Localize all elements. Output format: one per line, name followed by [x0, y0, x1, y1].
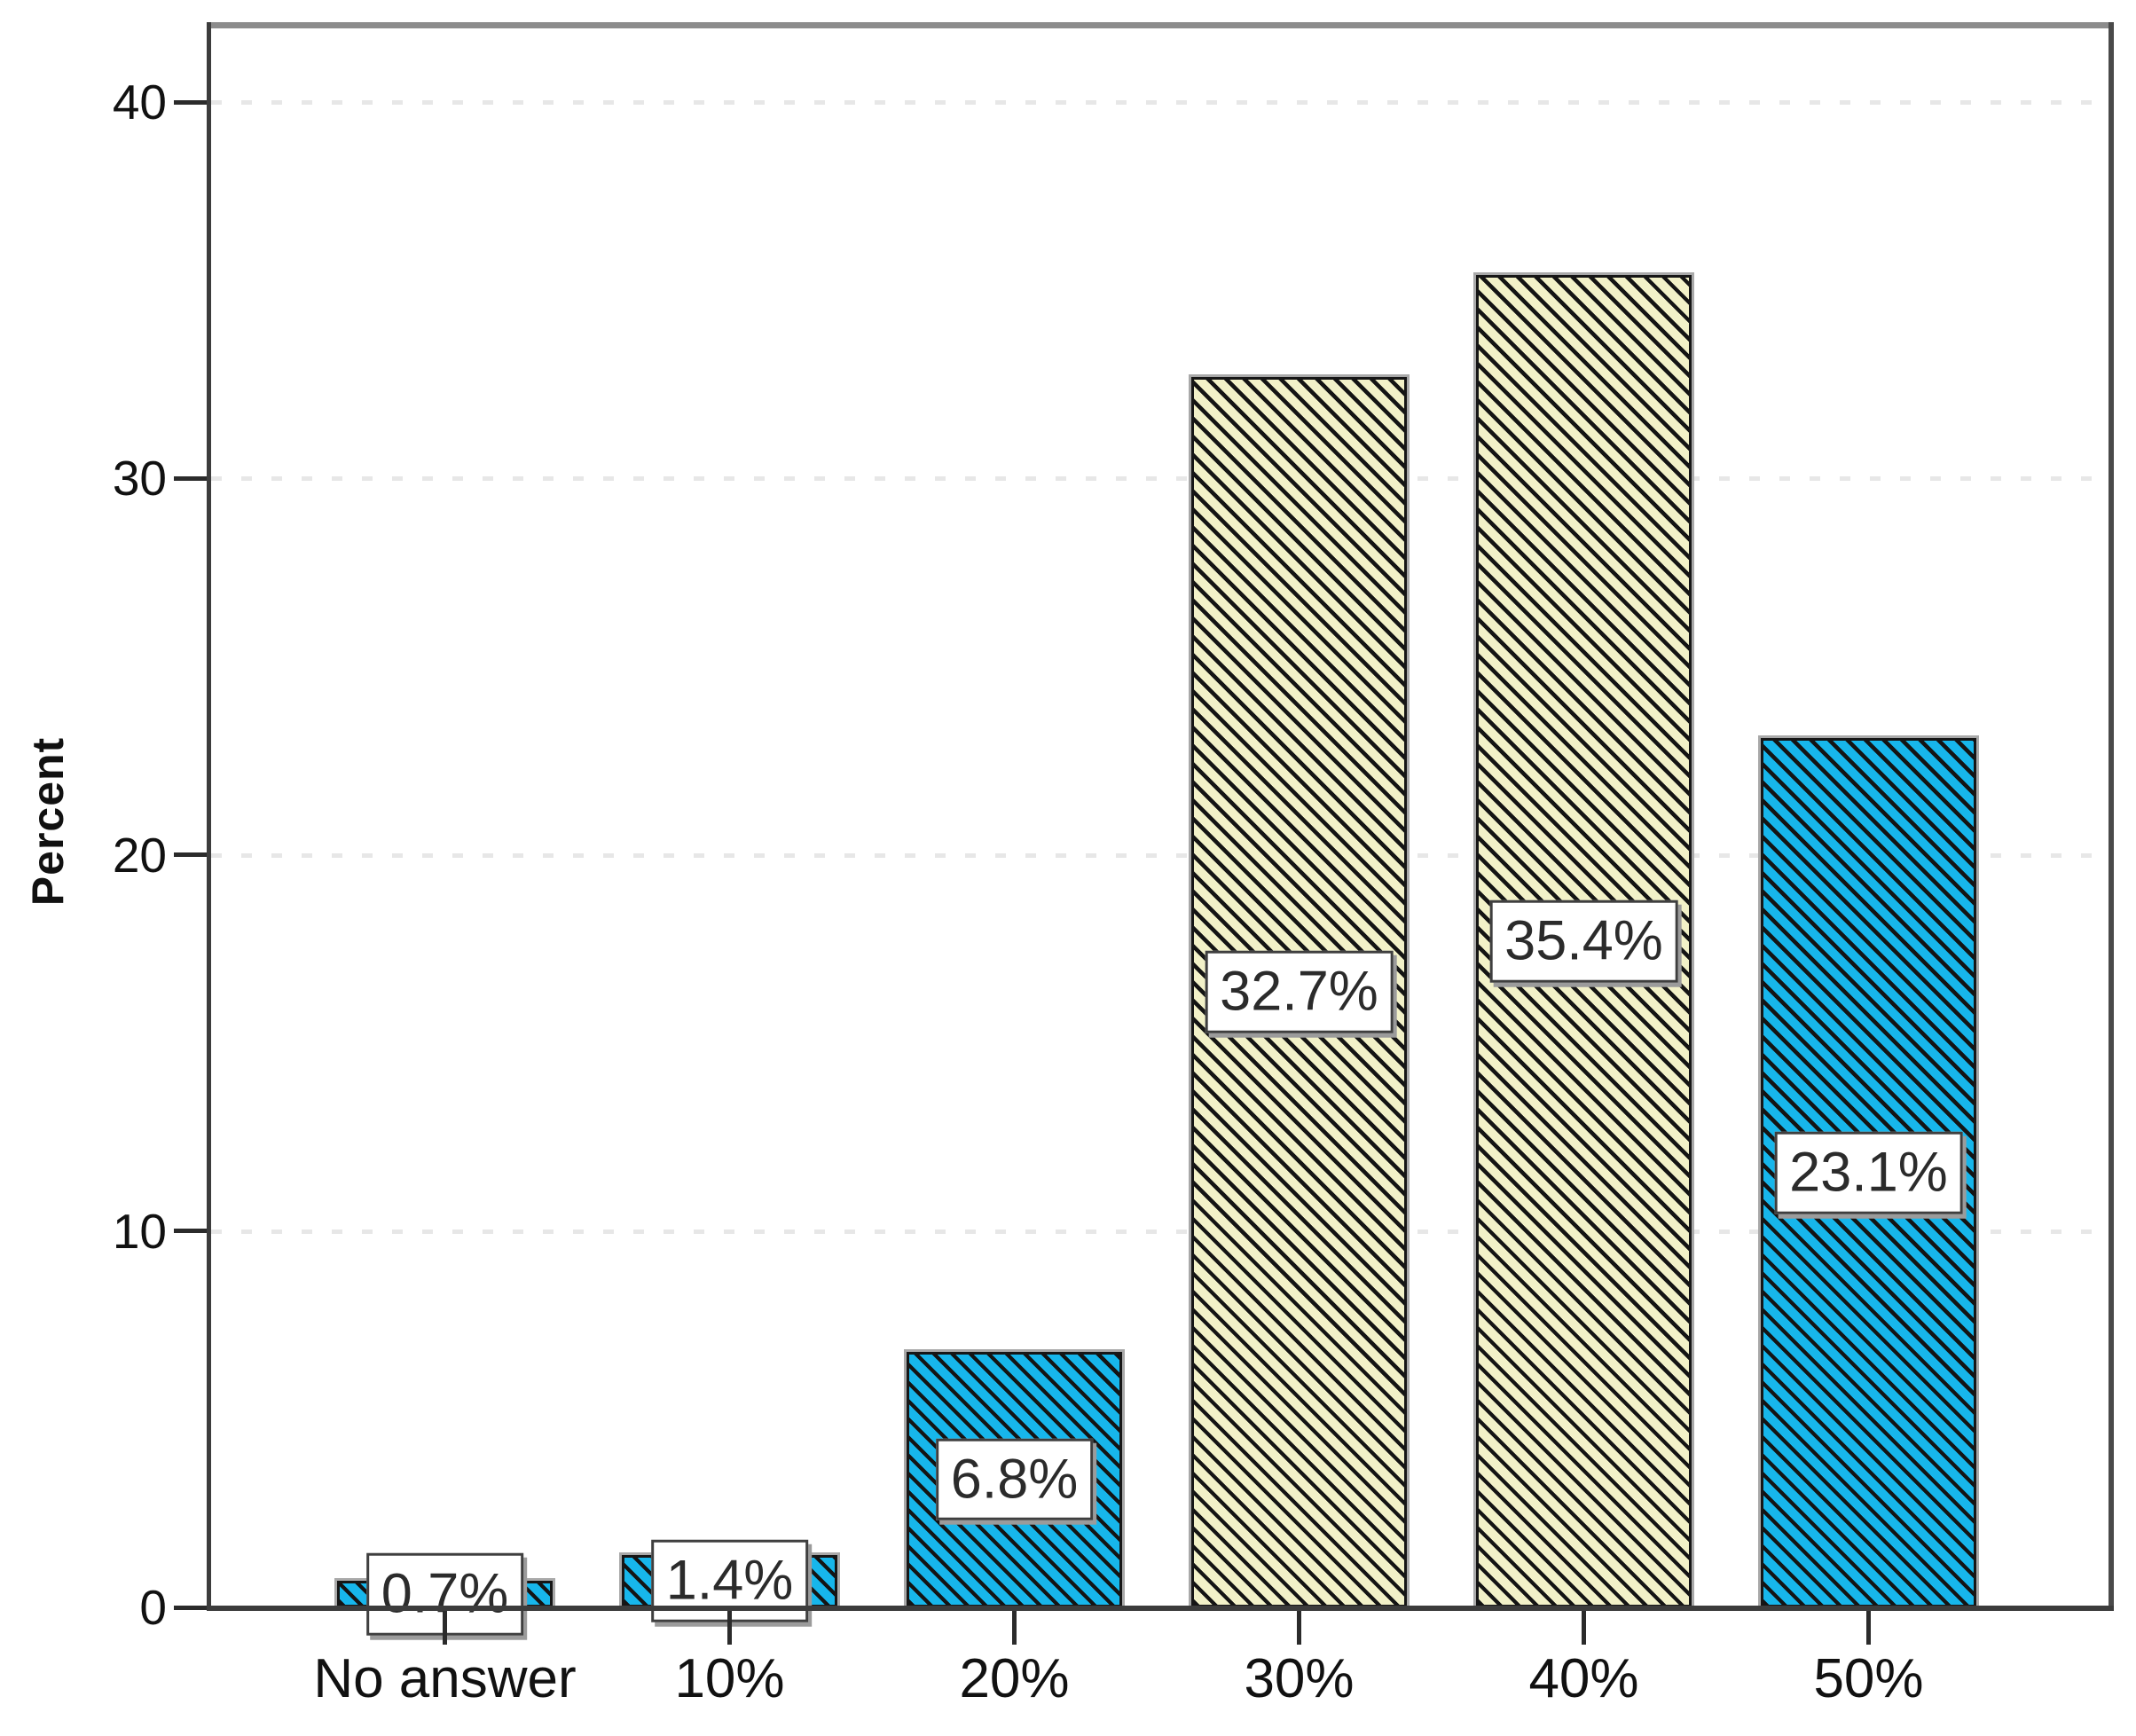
y-tick-label: 0 — [139, 1580, 167, 1635]
x-tick-mark — [443, 1611, 447, 1645]
gridline — [211, 476, 2104, 482]
gridline — [211, 852, 2104, 858]
y-tick-mark — [174, 475, 207, 481]
bar-value-label: 23.1% — [1774, 1131, 1963, 1214]
x-tick-mark — [1297, 1611, 1301, 1645]
y-tick-label: 40 — [112, 75, 167, 130]
x-category-label: 40% — [1528, 1648, 1639, 1709]
y-axis-line — [207, 22, 211, 1611]
x-tick-mark — [1012, 1611, 1017, 1645]
y-tick-mark — [174, 1605, 207, 1610]
bar-value-label: 32.7% — [1205, 951, 1394, 1033]
plot-frame-top — [207, 22, 2114, 28]
y-tick-label: 10 — [112, 1203, 167, 1259]
y-tick-label: 30 — [112, 451, 167, 507]
x-category-label: 20% — [959, 1648, 1070, 1709]
x-category-label: 30% — [1244, 1648, 1355, 1709]
x-tick-mark — [727, 1611, 732, 1645]
y-tick-mark — [174, 99, 207, 105]
bar-value-label: 35.4% — [1489, 899, 1678, 983]
x-tick-mark — [1582, 1611, 1586, 1645]
x-category-label: 10% — [674, 1648, 785, 1709]
x-tick-mark — [1866, 1611, 1871, 1645]
x-axis-line — [207, 1606, 2114, 1611]
x-category-label: 50% — [1813, 1648, 1924, 1709]
bar-value-label: 6.8% — [935, 1438, 1094, 1521]
y-tick-mark — [174, 1229, 207, 1234]
y-axis-title: Percent — [23, 736, 73, 907]
x-category-label: No answer — [313, 1648, 577, 1709]
y-tick-mark — [174, 852, 207, 857]
y-tick-label: 20 — [112, 827, 167, 883]
gridline — [211, 1229, 2104, 1234]
gridline — [211, 100, 2104, 105]
plot-frame-right — [2109, 22, 2114, 1611]
